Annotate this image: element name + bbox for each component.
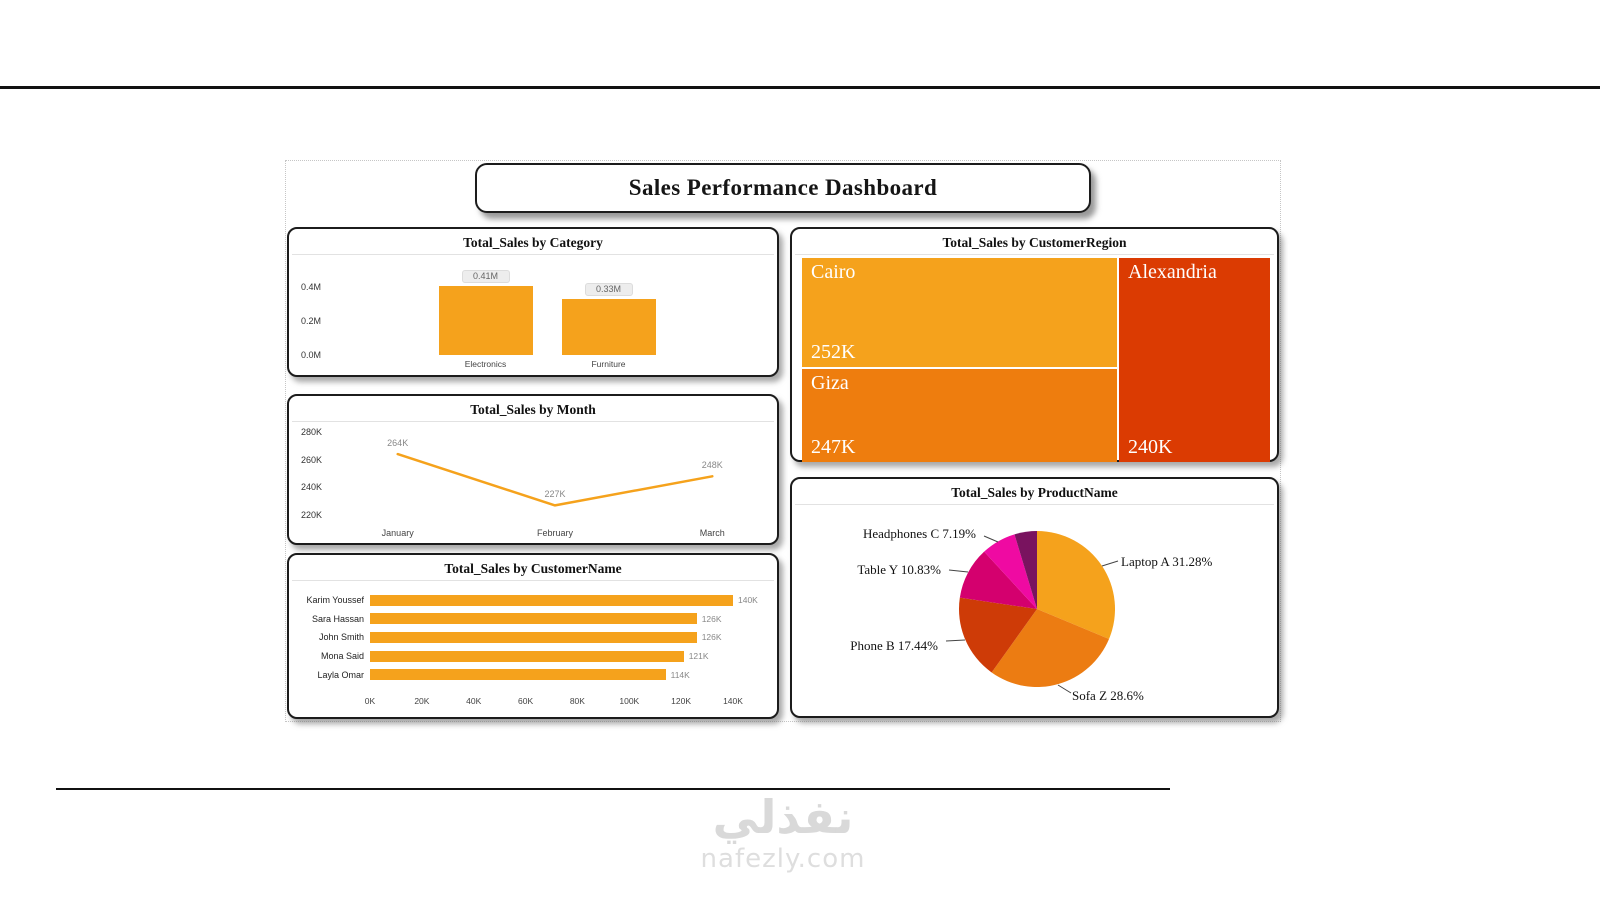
bar-furniture[interactable] [561,299,656,355]
row-label-karim-youssef: Karim Youssef [306,595,364,605]
treemap-customerregion: Cairo 252K Giza 247K Alexandria 240K [792,229,1277,462]
card-title-divider [795,504,1274,505]
row-label-john-smith: John Smith [318,632,364,643]
row-label-layla-omar: Layla Omar [317,669,364,680]
card-total-sales-by-customerregion: Total_Sales by CustomerRegion Cairo 252K… [790,227,1279,462]
dashboard-title: Sales Performance Dashboard [628,175,938,200]
card-title-divider [795,254,1274,255]
x-axis-tick: 20K [414,696,430,706]
y-axis-tick: 240K [301,482,323,493]
pie-label-headphones-c: Headphones C 7.19% [862,526,976,541]
card-title-customerregion: Total_Sales by CustomerRegion [942,235,1127,250]
treemap-cell-name: Alexandria [1128,261,1217,283]
x-axis-label-february: February [536,528,573,538]
pie-plot[interactable] [792,479,1281,720]
x-axis-tick: 120K [671,696,692,706]
card-title-divider [292,421,774,422]
data-label-february: 227K [544,489,566,500]
card-total-sales-by-customername: Total_Sales by CustomerName Karim Yousse… [287,553,779,719]
data-label-march: 248K [701,460,723,471]
card-total-sales-by-productname: Total_Sales by ProductName Headphones C … [790,477,1279,718]
x-axis-tick: 80K [569,696,585,706]
row-label-sara-hassan: Sara Hassan [311,613,364,624]
y-axis-tick: 280K [301,426,323,437]
card-title-customername: Total_Sales by CustomerName [444,561,622,576]
y-axis-tick: 260K [301,454,323,465]
pie-label-table-y: Table Y 10.83% [857,562,941,577]
pie-slice-laptop-a[interactable] [1037,531,1116,639]
card-total-sales-by-month: Total_Sales by Month 280K 260K 240K 220K 264… [287,394,779,545]
x-axis-label-electronics: Electronics [464,359,507,369]
pie-slice-headphones-c[interactable] [984,534,1037,609]
bar-karim-youssef[interactable] [370,594,733,606]
x-axis-tick: 40K [466,696,482,706]
watermark: نفذلي nafezly.com [600,790,966,874]
pie-label-sofa-z: Sofa Z 28.6% [1072,688,1144,703]
card-total-sales-by-category: Total_Sales by Category 0.4M 0.2M 0.0M 0.41… [287,227,779,377]
x-axis-tick: 100K [619,696,640,706]
watermark-arabic: نفذلي [712,790,854,844]
treemap-cell-name: Giza [811,372,849,394]
top-divider [0,86,1600,89]
line-series[interactable] [289,396,781,547]
bar-layla-omar[interactable] [370,669,666,681]
x-axis-tick: 140K [723,696,743,706]
data-label-january: 264K [387,438,409,449]
treemap-cell-value: 240K [1128,436,1173,458]
x-axis-tick: 0K [364,696,376,706]
bar-sara-hassan[interactable] [370,613,697,625]
pie-slice-other[interactable] [1014,531,1037,609]
card-title-month: Total_Sales by Month [470,402,596,417]
y-axis-tick: 220K [301,510,323,521]
pie-chart-productname: Headphones C 7.19% Table Y 10.83% Phone … [792,479,1277,716]
data-label-mona-said: 121K [688,651,709,662]
bottom-divider [56,788,1170,790]
treemap-cell-alexandria[interactable]: Alexandria 240K [1119,258,1270,462]
treemap-cell-name: Cairo [811,261,856,283]
y-axis-tick: 0.2M [301,316,322,327]
y-axis-tick: 0.4M [301,282,322,293]
row-label-mona-said: Mona Said [320,651,364,662]
pie-slice-table-y[interactable] [959,551,1037,609]
bar-john-smith[interactable] [370,631,697,643]
dashboard-canvas-outline [285,160,1281,722]
card-title-divider [292,580,774,581]
pie-label-phone-b: Phone B 17.44% [850,638,938,653]
dashboard-title-box: Sales Performance Dashboard [475,163,1091,213]
data-label-electronics: 0.41M [461,269,510,283]
bar-chart-category[interactable]: 0.4M 0.2M 0.0M 0.41M Electronics 0.33M Furnitu… [289,229,777,375]
data-label-karim-youssef: 140K [738,595,758,605]
bar-electronics[interactable] [438,285,533,355]
treemap-cell-giza[interactable]: Giza 247K [802,369,1117,462]
card-title-productname: Total_Sales by ProductName [951,485,1118,500]
x-axis-label-january: January [381,528,414,538]
pie-slice-phone-b[interactable] [959,597,1037,673]
card-title-category: Total_Sales by Category [463,235,603,250]
x-axis-label-march: March [699,528,725,538]
data-label-john-smith: 126K [701,632,722,643]
pie-slice-sofa-z[interactable] [991,609,1110,688]
pie-label-laptop-a: Laptop A 31.28% [1121,554,1213,569]
x-axis-label-furniture: Furniture [591,359,626,369]
bar-mona-said[interactable] [370,650,684,662]
line-chart-month[interactable]: 280K 260K 240K 220K 264K January 227K February 2… [289,396,777,543]
hbar-chart-customername[interactable]: Karim Youssef 140K Sara Hassan 126K John Smi… [289,555,777,717]
treemap-cell-value: 247K [811,436,856,458]
data-label-sara-hassan: 126K [701,613,722,624]
x-axis-tick: 60K [518,696,534,706]
card-title-divider [292,254,774,255]
data-label-layla-omar: 114K [670,669,690,680]
data-label-furniture: 0.33M [584,283,633,297]
watermark-site: nafezly.com [700,844,866,874]
treemap-cell-cairo[interactable]: Cairo 252K [802,258,1117,367]
treemap-cell-value: 252K [811,341,856,363]
y-axis-tick: 0.0M [301,350,322,360]
